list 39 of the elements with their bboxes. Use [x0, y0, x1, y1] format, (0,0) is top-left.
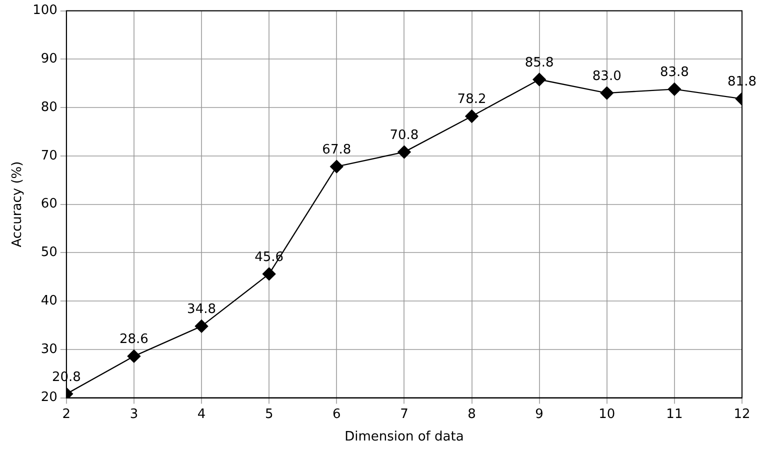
y-tick-label: 30: [40, 342, 58, 357]
y-tick-label: 20: [40, 390, 58, 406]
y-tick-label: 40: [40, 293, 58, 308]
x-tick-label: 10: [598, 406, 616, 422]
data-label: 83.0: [592, 68, 622, 84]
x-tick-label: 9: [535, 406, 544, 422]
point: [532, 72, 546, 86]
data-label: 67.8: [322, 142, 352, 158]
x-tick-label: 2: [62, 406, 71, 422]
data-label: 85.8: [524, 55, 554, 70]
x-tick-label: 6: [332, 406, 341, 422]
point: [668, 82, 682, 96]
y-axis-title: Accuracy (%): [10, 161, 26, 248]
x-tick-label: 11: [666, 406, 683, 422]
x-tick-label: 5: [264, 406, 274, 422]
y-tick-label: 100: [32, 3, 58, 18]
point: [194, 320, 208, 333]
y-tick-label: 60: [40, 196, 58, 212]
point: [330, 160, 344, 174]
point: [600, 86, 614, 100]
point: [262, 267, 276, 281]
data-label: 70.8: [390, 128, 419, 143]
point: [127, 350, 141, 363]
y-tick-label: 70: [40, 148, 58, 164]
data-label: 83.8: [660, 65, 689, 80]
x-tick-label: 8: [468, 406, 476, 422]
x-tick-label: 12: [734, 406, 750, 422]
data-label: 28.6: [119, 332, 148, 348]
data-label: 34.8: [187, 302, 216, 318]
y-tick-label: 90: [40, 52, 58, 67]
y-tick-label: 80: [40, 100, 58, 115]
y-tick-label: 50: [40, 245, 58, 260]
x-tick-label: 7: [400, 406, 408, 422]
x-tick-label: 4: [197, 406, 206, 422]
point: [398, 145, 411, 159]
data-label: 78.2: [457, 92, 486, 108]
point: [465, 110, 478, 123]
x-axis-title: Dimension of data: [344, 430, 464, 445]
x-tick-label: 3: [130, 406, 138, 422]
